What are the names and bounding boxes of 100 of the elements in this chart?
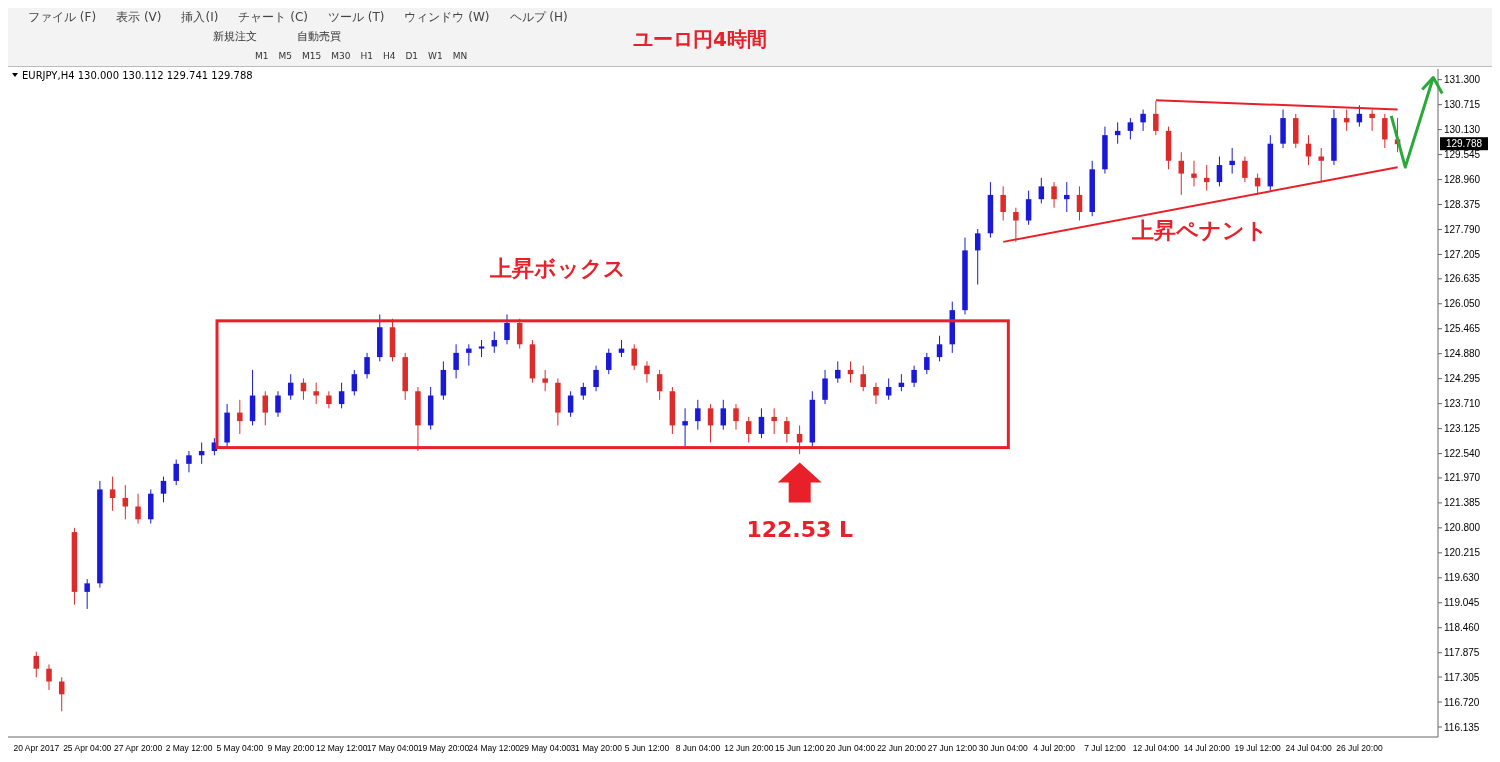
- candlestick: [1064, 181, 1070, 213]
- candlestick: [326, 390, 332, 409]
- candlestick: [1229, 147, 1235, 175]
- y-tick-label: 130.715: [1444, 99, 1481, 111]
- y-tick-label: 126.635: [1444, 273, 1481, 285]
- x-tick-label: 12 Jun 20:00: [724, 743, 774, 754]
- x-tick-label: 24 May 12:00: [468, 743, 521, 754]
- candlestick: [1051, 181, 1057, 209]
- y-tick-label: 131.300: [1444, 74, 1481, 86]
- candlestick: [1038, 177, 1045, 204]
- text: 表示 (V): [116, 9, 162, 26]
- text: H4: [382, 50, 396, 61]
- candlestick: [275, 390, 281, 418]
- y-tick-label: 116.720: [1444, 696, 1480, 708]
- x-tick-label: 9 May 20:00: [267, 743, 315, 754]
- x-tick-label: 14 Jul 20:00: [1183, 743, 1231, 754]
- candlestick: [936, 335, 943, 362]
- x-tick-label: 7 Jul 12:00: [1084, 743, 1127, 754]
- candlestick: [1191, 160, 1197, 187]
- candlestick: [262, 390, 269, 426]
- text: チャート (C): [238, 9, 308, 26]
- text: M30: [331, 50, 351, 61]
- x-tick-label: 20 Apr 2017: [13, 743, 60, 754]
- y-tick-label: 122.540: [1444, 448, 1481, 460]
- y-tick-label: 116.135: [1444, 721, 1480, 733]
- x-tick-label: 5 May 04:00: [216, 743, 264, 754]
- text: 自動売買: [297, 29, 341, 44]
- candlestick: [466, 343, 472, 367]
- text: 129.788: [1445, 138, 1483, 150]
- annotation: 122.53 L: [746, 516, 853, 542]
- candlestick: [593, 365, 599, 392]
- text: 挿入(I): [181, 9, 219, 26]
- text: M15: [302, 50, 322, 61]
- candlestick: [707, 403, 714, 443]
- y-tick-label: 117.875: [1444, 647, 1480, 659]
- candlestick: [453, 343, 459, 379]
- x-tick-label: 31 May 20:00: [570, 743, 623, 754]
- candlestick: [542, 369, 548, 392]
- text: W1: [428, 50, 443, 61]
- candlestick: [631, 343, 637, 371]
- y-tick-label: 121.385: [1444, 497, 1481, 509]
- text: H1: [360, 50, 373, 61]
- text: ファイル (F): [28, 9, 97, 26]
- candlestick: [911, 365, 917, 388]
- candlestick: [1076, 185, 1083, 222]
- candlestick: [84, 578, 90, 610]
- candlestick: [504, 313, 510, 345]
- candlestick: [122, 484, 129, 520]
- annotation: 上昇ボックス: [488, 256, 626, 282]
- x-tick-label: 27 Apr 20:00: [114, 743, 163, 754]
- y-tick-label: 129.545: [1444, 149, 1481, 161]
- candlestick: [1000, 185, 1006, 222]
- x-tick-label: 24 Jul 04:00: [1285, 743, 1333, 754]
- candlestick: [1025, 190, 1032, 226]
- candlestick: [1382, 113, 1388, 149]
- y-tick-label: 117.305: [1444, 671, 1480, 683]
- candlestick: [1140, 109, 1146, 132]
- text: ウィンドウ (W): [404, 9, 490, 26]
- y-tick-label: 120.215: [1444, 547, 1481, 559]
- x-tick-label: 8 Jun 04:00: [675, 743, 721, 754]
- y-tick-label: 123.125: [1444, 423, 1481, 435]
- text: ツール (T): [327, 9, 385, 26]
- text: D1: [405, 50, 419, 61]
- candlestick: [656, 369, 663, 401]
- candlestick: [287, 373, 294, 401]
- candlestick: [186, 450, 192, 473]
- text: MN: [452, 50, 468, 61]
- candlestick: [46, 663, 52, 691]
- x-tick-label: 20 Jun 04:00: [826, 743, 876, 754]
- y-tick-label: 124.880: [1444, 348, 1481, 360]
- y-tick-label: 128.960: [1444, 174, 1481, 186]
- y-tick-label: 127.790: [1444, 224, 1481, 236]
- annotation: EURJPY,H4 130.000 130.112 129.741 129.788: [22, 70, 253, 81]
- chart-title: ユーロ円4時間: [633, 26, 767, 53]
- candlestick: [1242, 156, 1248, 183]
- candlestick: [745, 416, 752, 443]
- y-tick-label: 127.205: [1444, 249, 1481, 261]
- x-tick-label: 5 Jun 12:00: [624, 743, 670, 754]
- candlestick: [237, 399, 243, 435]
- candlestick: [758, 407, 765, 439]
- y-tick-label: 120.800: [1444, 522, 1481, 534]
- text: 新規注文: [213, 29, 257, 44]
- candlestick: [924, 352, 930, 375]
- x-tick-label: 12 Jul 04:00: [1132, 743, 1180, 754]
- candlestick: [109, 476, 116, 512]
- candlestick: [135, 493, 141, 525]
- candlestick: [173, 459, 179, 486]
- text: M5: [278, 50, 292, 61]
- candlestick: [160, 476, 167, 503]
- y-tick-label: 119.045: [1444, 597, 1480, 609]
- y-tick-label: 123.710: [1444, 398, 1481, 410]
- candlestick: [1178, 151, 1185, 196]
- candlestick: [1216, 156, 1223, 187]
- candlestick: [835, 360, 841, 384]
- x-tick-label: 30 Jun 04:00: [978, 743, 1029, 754]
- candlestick: [33, 651, 40, 678]
- candlestick: [784, 416, 790, 443]
- y-tick-label: 124.295: [1444, 373, 1481, 385]
- y-tick-label: 126.050: [1444, 298, 1481, 310]
- candlestick: [733, 403, 739, 431]
